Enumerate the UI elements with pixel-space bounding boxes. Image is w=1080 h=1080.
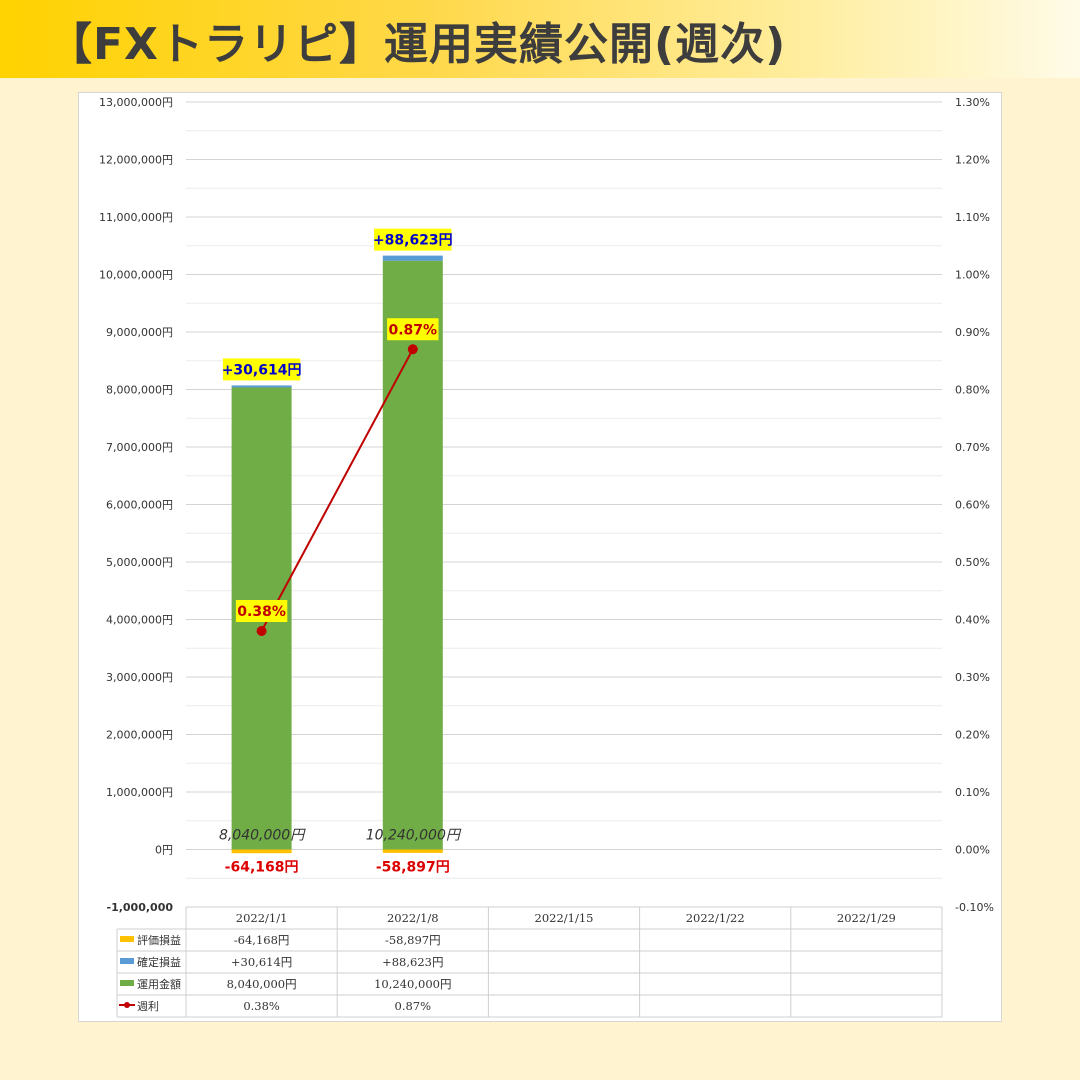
left-axis-tick-label: 2,000,000円 [106,729,173,742]
right-axis-tick-label: 0.50% [955,556,990,569]
table-header-cell: 2022/1/29 [837,911,896,925]
profit-data-label: +88,623円 [373,233,453,249]
right-axis-tick-label: 1.20% [955,154,990,167]
unrealized-data-label: -64,168円 [225,860,299,876]
bar-profit [231,385,292,388]
left-axis-tick-label: -1,000,000 [107,901,174,914]
right-axis-tick-label: 1.00% [955,269,990,282]
table-header-cell: 2022/1/15 [535,911,594,925]
weekly-data-label-bg [235,600,288,622]
table-cell: 8,040,000円 [227,977,297,991]
table-cell: +88,623円 [382,955,443,969]
legend-label: 評価損益 [137,933,181,947]
right-axis-tick-label: 0.00% [955,844,990,857]
weekly-return-point [407,344,418,355]
profit-data-label-bg [374,228,452,251]
invest-data-label: 8,040,000円 [219,828,306,844]
chart-panel: 13,000,000円 12,000,000円 11,000,000円 10,000,… [78,92,1002,1022]
invest-data-label: 10,240,000円 [366,828,462,844]
legend-label: 運用金額 [137,977,181,991]
table-cell: 0.38% [243,999,280,1013]
header-banner: 【FXトラリピ】運用実績公開(週次) [0,0,1080,78]
right-axis-tick-label: 1.10% [955,211,990,224]
right-axis-tick-label: 0.20% [955,729,990,742]
left-axis-tick-label: 7,000,000円 [106,441,173,454]
chart-svg: 13,000,000円 12,000,000円 11,000,000円 10,000,… [99,96,994,1018]
unrealized-data-label: -58,897円 [376,860,450,876]
left-axis-tick-label: 11,000,000円 [99,211,173,224]
left-axis-tick-label: 3,000,000円 [106,671,173,684]
left-axis-tick-label: 9,000,000円 [106,326,173,339]
legend-key [120,958,134,964]
weekly-return-line [260,348,414,632]
right-axis-tick-label: 0.30% [955,671,990,684]
legend-key-dot [124,1002,130,1008]
left-axis-tick-label: 1,000,000円 [106,786,173,799]
left-axis-tick-label: 5,000,000円 [106,556,173,569]
profit-data-label: +30,614円 [222,362,302,378]
weekly-data-label-bg [387,318,439,341]
right-axis-tick-label: 0.10% [955,786,990,799]
right-axis-tick-label: 0.90% [955,326,990,339]
left-axis-tick-label: 12,000,000円 [99,154,173,167]
weekly-return-point [256,626,267,636]
table-cell: 0.87% [395,999,432,1013]
profit-data-label-bg [222,358,301,381]
weekly-data-label: 0.87% [389,322,438,338]
table-header-cell: 2022/1/1 [236,911,288,925]
page-title: 【FXトラリピ】運用実績公開(週次) [48,19,787,70]
left-axis-tick-label: 10,000,000円 [99,269,173,282]
right-axis-tick-label: 0.40% [955,614,990,627]
left-axis-tick-label: 0円 [155,844,173,857]
right-axis-tick-label: 0.60% [955,499,990,512]
right-axis-tick-label: 0.80% [955,384,990,397]
left-axis-tick-label: 4,000,000円 [106,614,173,627]
weekly-data-label: 0.38% [237,604,286,620]
bar-unrealized [231,849,292,854]
table-cell: +30,614円 [231,955,292,969]
bar-profit [382,255,443,261]
right-axis-tick-label: 1.30% [955,96,990,109]
legend-key [120,980,134,986]
table-cell: -64,168円 [234,933,290,947]
table-header-cell: 2022/1/8 [387,911,439,925]
right-axis-tick-label: -0.10% [955,901,994,914]
bar-unrealized [382,849,443,853]
left-axis-tick-label: 13,000,000円 [99,96,173,109]
bar-invest [382,260,443,850]
left-axis-tick-label: 6,000,000円 [106,499,173,512]
legend-label: 確定損益 [137,955,181,969]
left-axis-tick-label: 8,000,000円 [106,384,173,397]
legend-label: 週利 [137,1000,159,1013]
table-cell: 10,240,000円 [374,977,451,991]
table-cell: -58,897円 [385,933,441,947]
legend-key [120,936,134,942]
table-header-cell: 2022/1/22 [686,911,745,925]
right-axis-tick-label: 0.70% [955,441,990,454]
